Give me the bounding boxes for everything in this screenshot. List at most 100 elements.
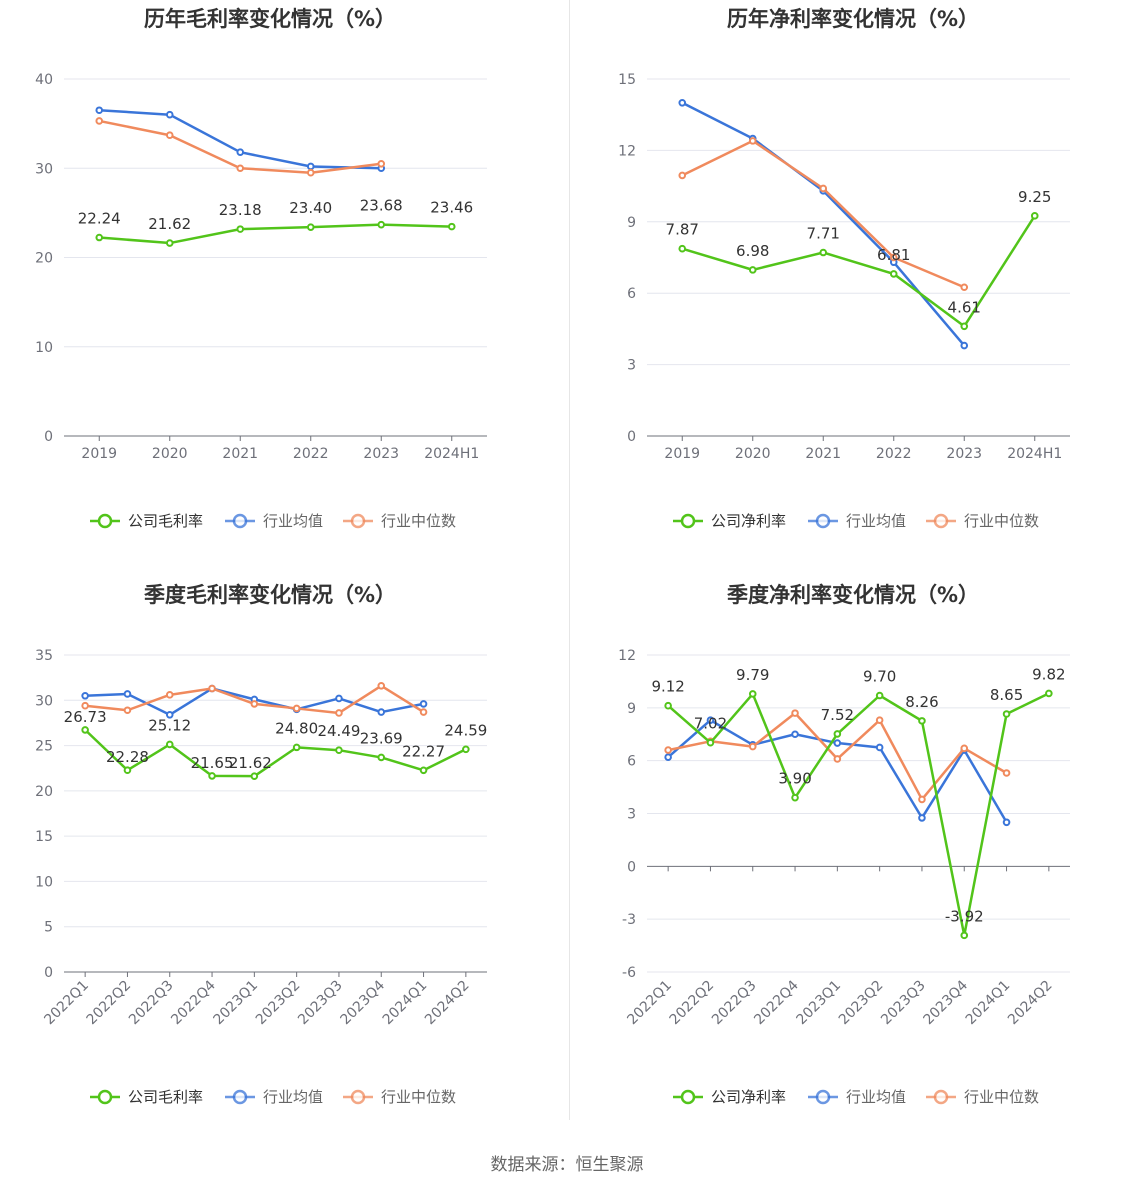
data-point bbox=[1002, 818, 1011, 827]
data-point bbox=[748, 742, 757, 751]
data-point bbox=[889, 270, 898, 278]
y-tick-label: -3 bbox=[622, 912, 636, 928]
data-point bbox=[748, 137, 757, 145]
data-point bbox=[208, 772, 216, 780]
data-point bbox=[918, 795, 926, 804]
chart-panel-annual-net-margin: 历年净利率变化情况（%） 0 3 6 9 12 15 2019 2020 2021 2022 2023… bbox=[583, 0, 1134, 570]
x-tick-label: 2021 bbox=[222, 446, 258, 462]
data-label: 9.25 bbox=[1018, 188, 1051, 206]
x-tick-label: 2022Q3 bbox=[126, 978, 177, 1029]
data-label: 8.26 bbox=[905, 693, 938, 711]
x-tick-label: 2023Q3 bbox=[295, 978, 346, 1029]
x-tick-label: 2021 bbox=[805, 446, 841, 462]
data-point bbox=[377, 159, 386, 168]
data-point bbox=[81, 701, 89, 710]
legend-label: 行业中位数 bbox=[964, 512, 1039, 530]
data-point bbox=[462, 745, 470, 754]
data-point bbox=[706, 738, 715, 747]
data-point bbox=[306, 223, 315, 231]
data-point bbox=[95, 233, 104, 242]
data-point bbox=[165, 110, 174, 119]
legend-marker-icon bbox=[350, 1089, 366, 1105]
legend-marker-icon bbox=[97, 1089, 113, 1105]
data-point bbox=[706, 716, 715, 724]
data-point bbox=[960, 744, 969, 753]
data-label: -3.92 bbox=[945, 907, 984, 925]
data-point bbox=[95, 106, 104, 115]
x-tick-label: 2022 bbox=[293, 446, 329, 462]
y-tick-label: 3 bbox=[627, 807, 636, 823]
y-tick-label: 6 bbox=[627, 286, 636, 302]
y-tick-label: 15 bbox=[35, 829, 53, 845]
data-label: 21.62 bbox=[148, 215, 191, 233]
legend-label: 公司毛利率 bbox=[128, 1088, 203, 1106]
series-line-industry-median bbox=[681, 139, 965, 289]
legend-label: 公司净利率 bbox=[711, 512, 786, 530]
data-point bbox=[377, 220, 386, 229]
data-point bbox=[165, 740, 174, 749]
chart-title: 季度毛利率变化情况（%） bbox=[144, 583, 396, 607]
y-tick-label: 5 bbox=[44, 920, 53, 936]
data-label: 7.71 bbox=[807, 225, 840, 243]
y-tick-label: 35 bbox=[35, 648, 53, 664]
data-label: 22.24 bbox=[78, 210, 121, 228]
data-label: 7.87 bbox=[666, 221, 699, 239]
y-tick-label: 10 bbox=[35, 874, 53, 890]
x-tick-label: 2024Q1 bbox=[963, 978, 1014, 1029]
y-tick-label: 0 bbox=[44, 965, 53, 981]
legend-label: 行业中位数 bbox=[381, 512, 456, 530]
data-label: 24.59 bbox=[444, 721, 487, 739]
data-point bbox=[335, 709, 343, 717]
data-point bbox=[306, 168, 315, 177]
data-point bbox=[419, 766, 428, 775]
data-point bbox=[664, 701, 672, 710]
data-point bbox=[419, 700, 428, 708]
y-tick-label: 9 bbox=[627, 701, 636, 717]
data-point bbox=[165, 131, 174, 140]
data-point bbox=[123, 766, 132, 775]
data-label: 24.49 bbox=[317, 722, 360, 740]
data-label: 6.98 bbox=[736, 242, 769, 260]
legend-label: 行业均值 bbox=[846, 1088, 906, 1106]
y-tick-label: -6 bbox=[622, 965, 636, 981]
data-point bbox=[1045, 689, 1053, 698]
data-point bbox=[918, 814, 926, 822]
data-point bbox=[791, 709, 799, 717]
x-tick-label: 2023 bbox=[363, 446, 399, 462]
legend-label: 行业中位数 bbox=[381, 1088, 456, 1106]
x-tick-label: 2022 bbox=[876, 446, 912, 462]
x-tick-label: 2023Q1 bbox=[211, 978, 262, 1029]
data-point bbox=[236, 225, 245, 233]
x-tick-label: 2023Q1 bbox=[794, 978, 845, 1029]
data-point bbox=[918, 717, 926, 725]
data-label: 26.73 bbox=[64, 708, 107, 726]
data-point bbox=[833, 755, 842, 763]
data-label: 24.80 bbox=[275, 719, 318, 737]
panel-divider bbox=[569, 0, 570, 1120]
data-point bbox=[960, 931, 969, 940]
x-tick-label: 2020 bbox=[735, 446, 771, 462]
x-tick-label: 2024Q2 bbox=[422, 978, 473, 1029]
y-tick-label: 20 bbox=[35, 251, 53, 267]
data-point bbox=[791, 730, 799, 739]
chart-svg: 历年毛利率变化情况（%） 0 10 20 30 40 2019 2020 2021 2022 202… bbox=[35, 7, 487, 530]
x-tick-label: 2022Q2 bbox=[84, 978, 135, 1029]
legend-marker-icon bbox=[680, 1089, 696, 1105]
data-point bbox=[678, 244, 687, 253]
data-point bbox=[791, 793, 799, 802]
chart-panel-annual-gross-margin: 历年毛利率变化情况（%） 0 10 20 30 40 2019 2020 2021 2022 202… bbox=[0, 0, 567, 570]
data-point bbox=[165, 239, 174, 247]
data-point bbox=[123, 690, 132, 698]
data-label: 21.65 bbox=[191, 754, 234, 772]
data-point bbox=[335, 694, 343, 703]
data-point bbox=[960, 322, 969, 331]
chart-panel-quarterly-gross-margin: 季度毛利率变化情况（%） 0 5 10 15 20 25 30 35 2022Q1 2022Q2 20… bbox=[0, 576, 567, 1146]
legend-marker-icon bbox=[815, 513, 831, 529]
chart-title: 季度净利率变化情况（%） bbox=[727, 583, 979, 607]
y-tick-label: 9 bbox=[627, 215, 636, 231]
y-tick-label: 25 bbox=[35, 739, 53, 755]
legend-marker-icon bbox=[232, 513, 248, 529]
data-point bbox=[236, 148, 245, 156]
legend-label: 公司毛利率 bbox=[128, 512, 203, 530]
series-line-industry-mean bbox=[99, 108, 382, 170]
